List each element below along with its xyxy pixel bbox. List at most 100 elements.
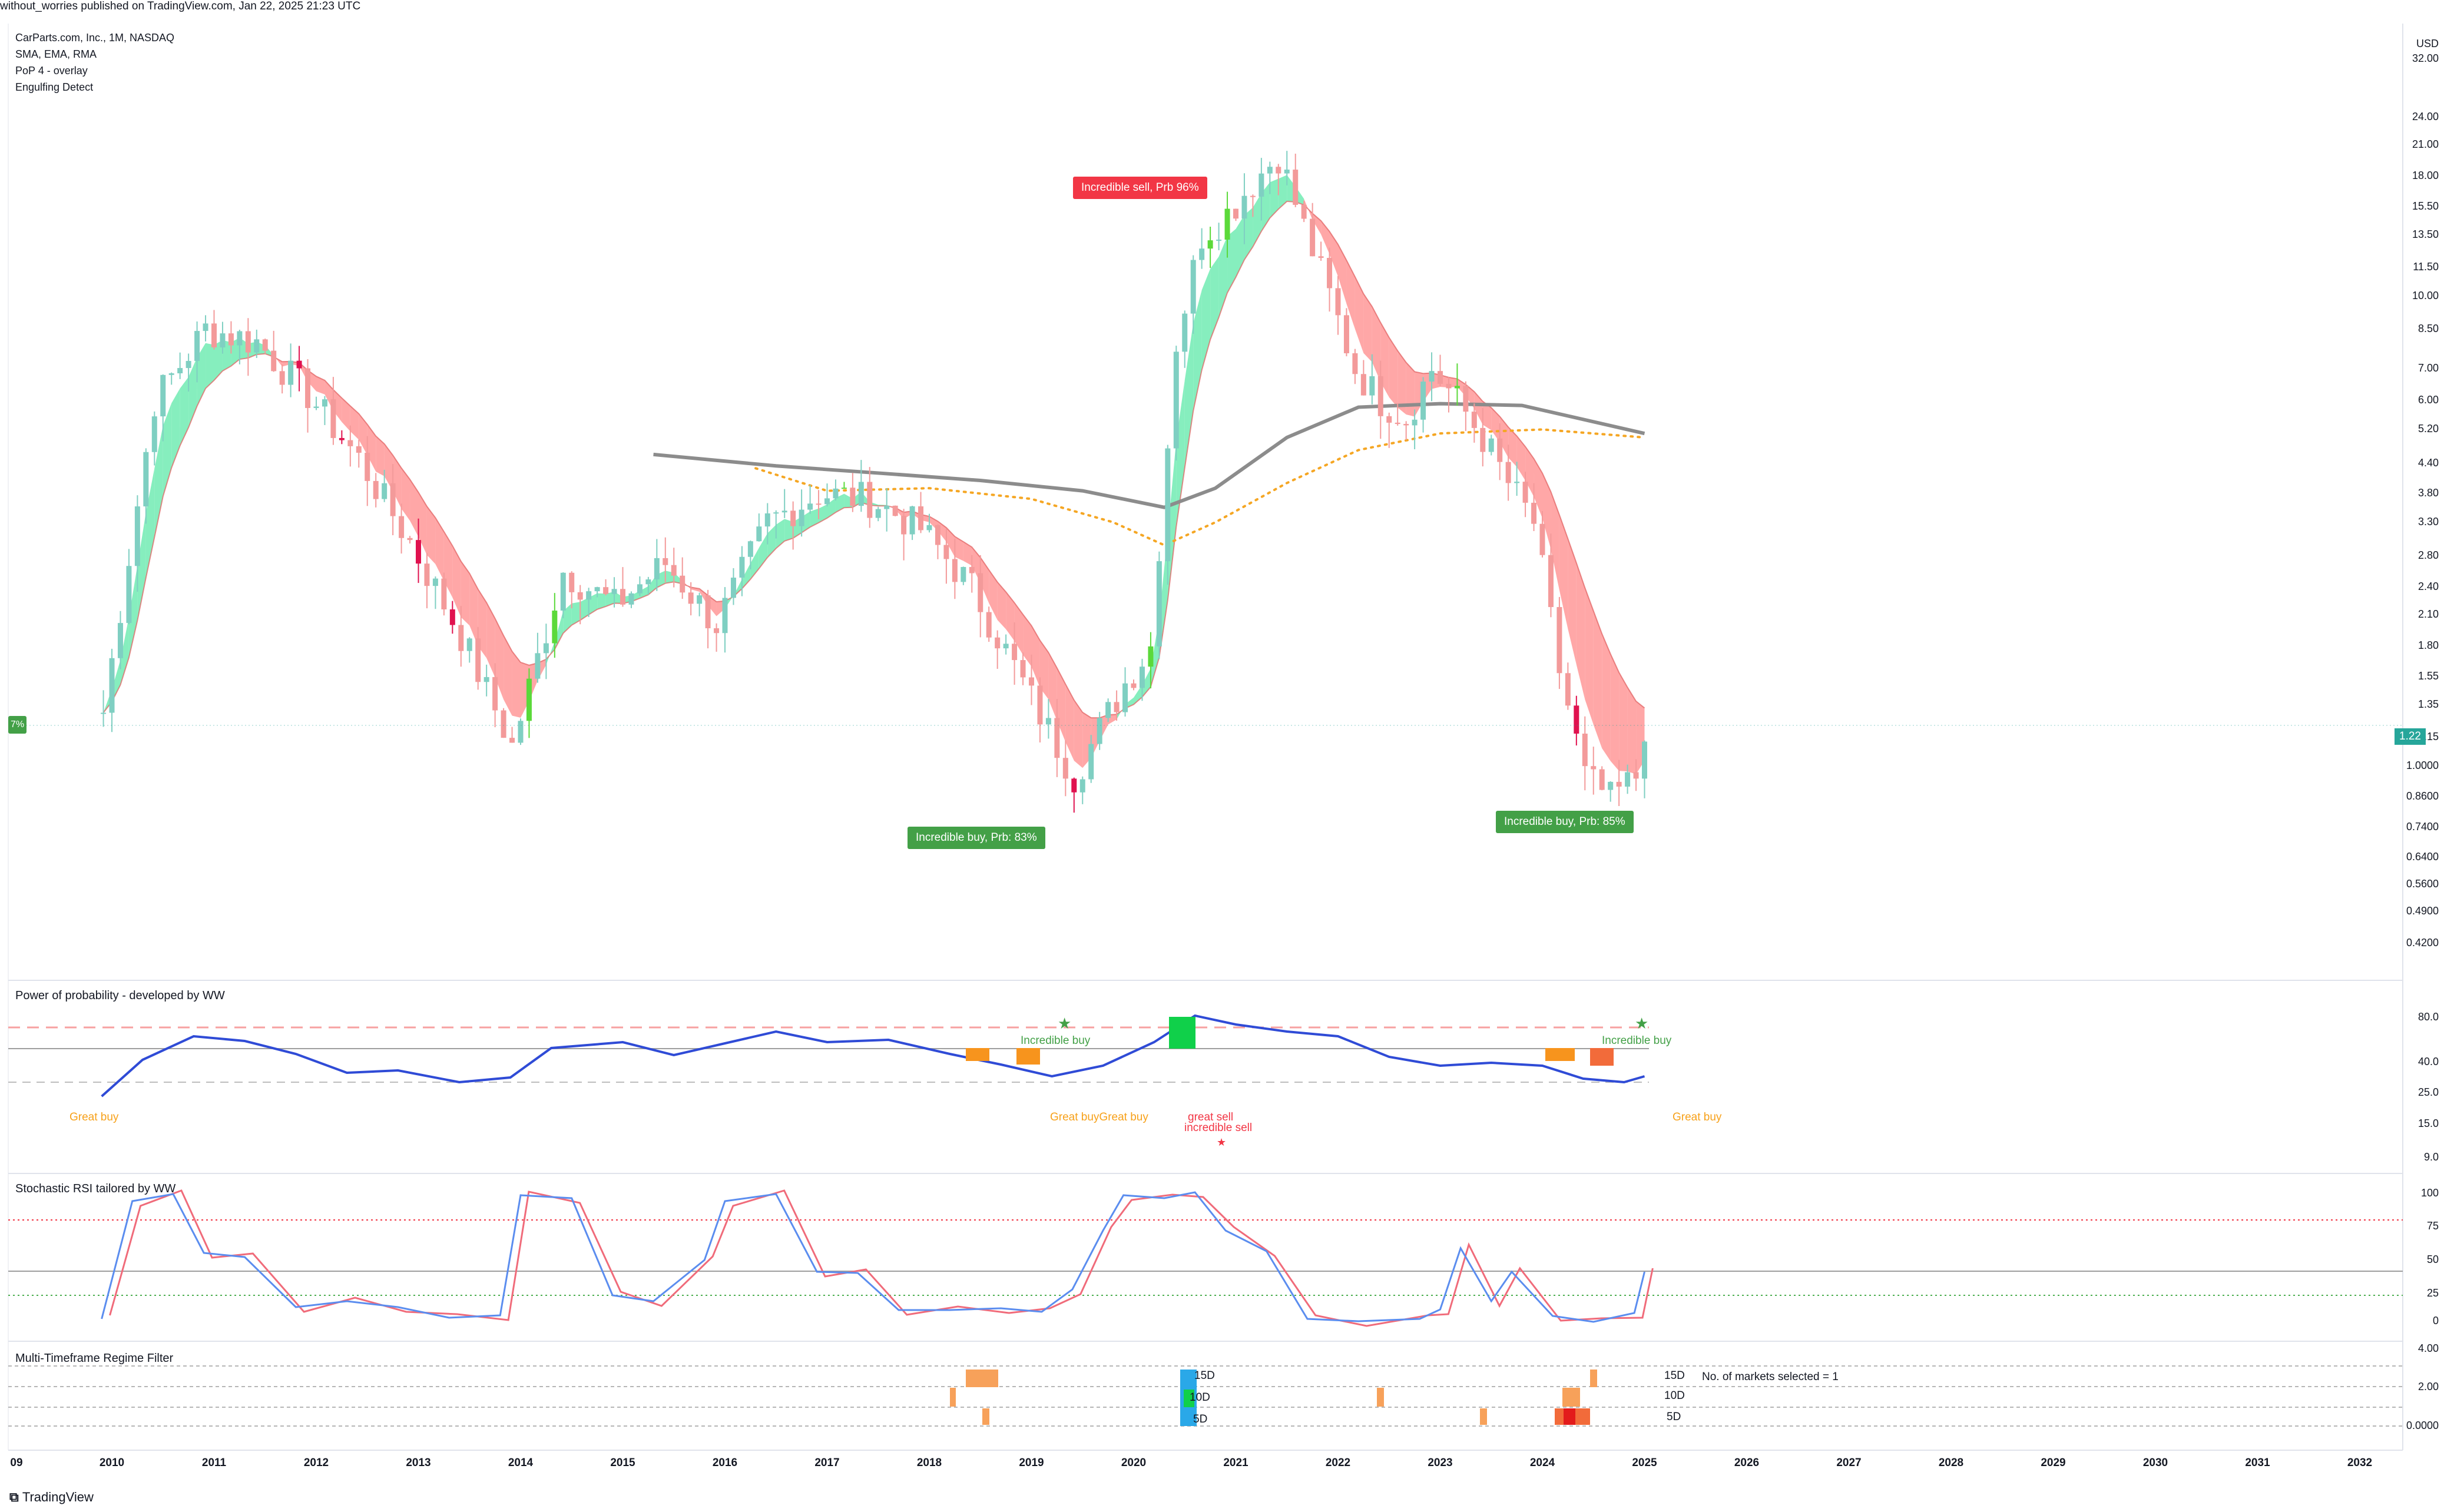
candle-body bbox=[237, 331, 243, 346]
candle-body bbox=[458, 625, 464, 651]
regime-band-segment bbox=[1619, 672, 1628, 772]
regime-label-15d-a: 15D bbox=[1194, 1370, 1215, 1382]
regime-band-segment bbox=[154, 426, 163, 538]
price-tick-label: 0.8600 bbox=[2406, 790, 2439, 803]
regime-band-segment bbox=[1176, 380, 1185, 527]
candle-body bbox=[416, 540, 421, 564]
time-tick-label: 2022 bbox=[1325, 1457, 1351, 1469]
candle-body bbox=[1173, 352, 1179, 449]
candle-body bbox=[1241, 195, 1247, 219]
candle-body bbox=[1642, 741, 1647, 779]
symbol-legend[interactable]: CarParts.com, Inc., 1M, NASDAQ bbox=[15, 32, 175, 44]
indicator-legend-ma[interactable]: SMA, EMA, RMA bbox=[15, 48, 97, 60]
regime-band-segment bbox=[1014, 602, 1024, 655]
regime-band-segment bbox=[1516, 436, 1526, 481]
regime-band-segment bbox=[1389, 337, 1398, 408]
candle-body bbox=[628, 593, 634, 605]
candle-body bbox=[228, 333, 234, 346]
regime-band-segment bbox=[725, 595, 734, 609]
regime-label-5d-b: 5D bbox=[1667, 1411, 1681, 1423]
candle-body bbox=[1199, 248, 1205, 260]
regime-band-segment bbox=[546, 641, 555, 665]
candle-body bbox=[1446, 383, 1452, 389]
stoch-axis-100: 100 bbox=[2420, 1187, 2439, 1199]
regime-band-segment bbox=[819, 504, 827, 523]
regime-axis-2: 2.00 bbox=[2417, 1381, 2439, 1392]
regime-band-segment bbox=[648, 574, 657, 595]
candle-body bbox=[1259, 173, 1264, 197]
candle-body bbox=[1071, 778, 1077, 793]
candle-body bbox=[1386, 416, 1392, 423]
time-tick-label: 2013 bbox=[406, 1457, 431, 1469]
regime-band-segment bbox=[1346, 260, 1355, 329]
candle-body bbox=[620, 589, 625, 605]
left-signal-tag: 7% bbox=[8, 716, 27, 734]
candle-body bbox=[1522, 482, 1528, 503]
indicator-legend-pop[interactable]: PoP 4 - overlay bbox=[15, 65, 88, 77]
pop-pane-title[interactable]: Power of probability - developed by WW bbox=[15, 989, 225, 1002]
great-sell-label: great sell bbox=[1188, 1111, 1234, 1123]
candle-body bbox=[764, 513, 770, 527]
regime-band-segment bbox=[1593, 611, 1602, 748]
candle-body bbox=[739, 556, 745, 578]
tradingview-logo[interactable]: ⧉ TradingView bbox=[9, 1490, 94, 1504]
candle-body bbox=[1097, 718, 1102, 744]
price-tick-label: 24.00 bbox=[2412, 111, 2439, 123]
candle-body bbox=[432, 578, 438, 586]
candle-body bbox=[637, 584, 643, 593]
regime-band-segment bbox=[810, 508, 819, 528]
candle-body bbox=[705, 595, 711, 629]
candle-body bbox=[901, 516, 907, 535]
regime-band-segment bbox=[418, 492, 427, 555]
candle-body bbox=[1062, 758, 1068, 779]
price-tick-label: 0.7400 bbox=[2406, 821, 2439, 833]
regime-band-segment bbox=[1006, 592, 1015, 641]
incredible-buy-tag-2: Incredible buy, Prb: 85% bbox=[1496, 811, 1634, 833]
candle-body bbox=[909, 506, 915, 535]
regime-band-segment bbox=[571, 602, 581, 625]
candle-body bbox=[1029, 677, 1034, 686]
incredible-sell-label: incredible sell bbox=[1184, 1122, 1253, 1134]
candle-body bbox=[1276, 167, 1281, 174]
regime-band-segment bbox=[426, 506, 436, 565]
candle-body bbox=[688, 592, 694, 604]
time-tick-label: 2020 bbox=[1121, 1457, 1147, 1469]
time-tick-label: 2010 bbox=[99, 1457, 125, 1469]
candle-body bbox=[535, 653, 541, 679]
regime-band-segment bbox=[504, 635, 512, 716]
last-price-badge: 1.22 bbox=[2395, 728, 2426, 745]
candle-body bbox=[807, 503, 813, 510]
stoch-pane-title[interactable]: Stochastic RSI tailored by WW bbox=[15, 1182, 176, 1195]
regime-pane-title[interactable]: Multi-Timeframe Regime Filter bbox=[15, 1352, 174, 1365]
regime-band-segment bbox=[316, 376, 325, 394]
regime-band-segment bbox=[1218, 236, 1228, 318]
candle-body bbox=[168, 373, 174, 375]
candle-body bbox=[262, 339, 268, 351]
candle-body bbox=[390, 483, 396, 516]
candle-body bbox=[160, 374, 166, 417]
candle-body bbox=[773, 512, 779, 514]
regime-band-segment bbox=[350, 406, 359, 440]
candle-body bbox=[1224, 208, 1230, 240]
regime-band-segment bbox=[1134, 684, 1142, 705]
candle-body bbox=[552, 611, 558, 644]
candle-body bbox=[663, 558, 668, 565]
candle-body bbox=[492, 677, 498, 711]
time-tick-label: 2029 bbox=[2041, 1457, 2066, 1469]
candle-body bbox=[1301, 204, 1307, 219]
candle-body bbox=[373, 480, 379, 499]
candle-body bbox=[407, 538, 413, 541]
candle-body bbox=[1591, 766, 1597, 770]
time-tick-label: 2018 bbox=[916, 1457, 942, 1469]
regime-cell bbox=[1377, 1388, 1384, 1407]
candle-body bbox=[714, 628, 720, 634]
regime-band-segment bbox=[750, 548, 759, 579]
candle-body bbox=[1463, 386, 1469, 412]
candle-body bbox=[1548, 555, 1554, 608]
price-tick-label: 11.50 bbox=[2413, 261, 2439, 273]
regime-axis-4: 4.00 bbox=[2417, 1342, 2439, 1354]
regime-band-segment bbox=[342, 397, 350, 432]
indicator-legend-engulfing[interactable]: Engulfing Detect bbox=[15, 81, 94, 93]
regime-band-segment bbox=[980, 557, 989, 604]
